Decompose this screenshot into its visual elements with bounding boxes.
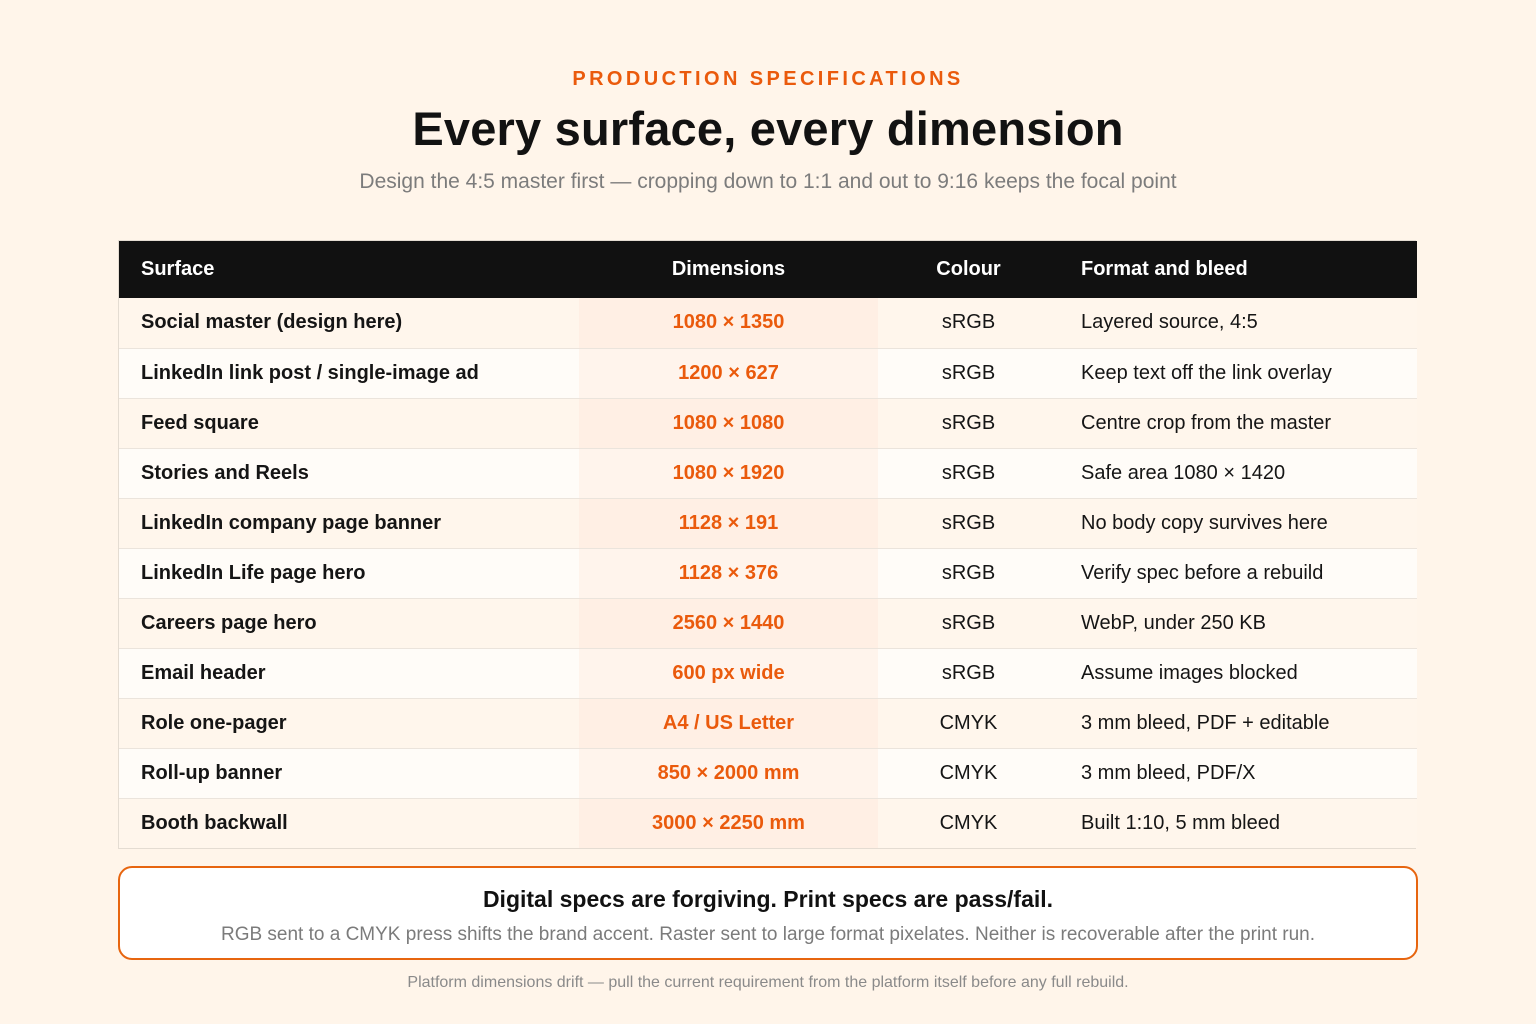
spec-table: Surface Dimensions Colour Format and ble… (118, 240, 1417, 849)
eyebrow-label: PRODUCTION SPECIFICATIONS (572, 68, 964, 90)
table-row: Stories and Reels 1080 × 1920 sRGB Safe are… (119, 448, 1417, 498)
cell-colour: sRGB (941, 411, 996, 434)
cell-colour: CMYK (939, 711, 998, 734)
callout-body: RGB sent to a CMYK press shifts the bran… (220, 924, 1316, 945)
table-header-row: Surface Dimensions Colour Format and ble… (119, 241, 1417, 298)
print-warning-callout: Digital specs are forgiving. Print specs… (118, 866, 1418, 960)
cell-dimensions: 1080 × 1080 (579, 398, 878, 448)
cell-format: WebP, under 250 KB (1081, 611, 1266, 634)
cell-surface: Roll-up banner (141, 761, 283, 784)
column-header-format: Format and bleed (1081, 258, 1248, 280)
cell-colour: CMYK (939, 811, 998, 834)
cell-dimensions: 600 px wide (579, 648, 878, 698)
cell-dimensions: 3000 × 2250 mm (579, 798, 878, 848)
cell-surface: Role one-pager (141, 711, 287, 734)
table-row: Roll-up banner 850 × 2000 mm CMYK 3 mm blee… (119, 748, 1417, 798)
cell-format: Built 1:10, 5 mm bleed (1081, 811, 1280, 834)
table-row: LinkedIn Life page hero 1128 × 376 sRGB Ver… (119, 548, 1417, 598)
cell-colour: sRGB (941, 461, 996, 484)
cell-colour: sRGB (941, 511, 996, 534)
table-row: Booth backwall 3000 × 2250 mm CMYK Built 1:… (119, 798, 1417, 848)
cell-format: No body copy survives here (1081, 511, 1328, 534)
cell-dimensions: 1200 × 627 (579, 348, 878, 398)
table-row: LinkedIn company page banner 1128 × 191 sR… (119, 498, 1417, 548)
page-subtitle: Design the 4:5 master first — cropping d… (359, 170, 1177, 193)
cell-dimensions: 850 × 2000 mm (579, 748, 878, 798)
cell-colour: sRGB (941, 561, 996, 584)
column-header-colour: Colour (936, 258, 1001, 280)
cell-format: Keep text off the link overlay (1081, 361, 1332, 384)
table-row: Careers page hero 2560 × 1440 sRGB WebP, un… (119, 598, 1417, 648)
table-row: Social master (design here) 1080 × 1350 sR… (119, 298, 1417, 348)
footnote: Platform dimensions drift — pull the cur… (407, 974, 1129, 991)
cell-dimensions: A4 / US Letter (579, 698, 878, 748)
cell-dimensions: 1128 × 191 (579, 498, 878, 548)
table-row: Email header 600 px wide sRGB Assume images… (119, 648, 1417, 698)
column-header-surface: Surface (141, 258, 215, 280)
cell-surface: LinkedIn Life page hero (141, 561, 366, 584)
page-title: Every surface, every dimension (412, 102, 1124, 155)
cell-format: Verify spec before a rebuild (1081, 561, 1324, 584)
table-row: Feed square 1080 × 1080 sRGB Centre crop fr… (119, 398, 1417, 448)
cell-colour: sRGB (941, 611, 996, 634)
callout-title: Digital specs are forgiving. Print specs… (482, 886, 1054, 912)
cell-colour: sRGB (941, 311, 996, 334)
cell-format: Centre crop from the master (1081, 411, 1332, 434)
cell-surface: Email header (141, 661, 266, 684)
cell-colour: sRGB (941, 361, 996, 384)
cell-surface: Booth backwall (141, 811, 288, 834)
cell-dimensions: 1080 × 1920 (579, 448, 878, 498)
column-header-dimensions: Dimensions (671, 258, 786, 280)
cell-format: Assume images blocked (1081, 661, 1298, 684)
cell-format: Layered source, 4:5 (1081, 311, 1258, 334)
cell-surface: Feed square (141, 411, 259, 434)
cell-dimensions: 2560 × 1440 (579, 598, 878, 648)
cell-surface: Social master (design here) (141, 311, 403, 334)
cell-surface: LinkedIn link post / single-image ad (141, 361, 479, 384)
cell-format: Safe area 1080 × 1420 (1081, 461, 1286, 484)
cell-dimensions: 1080 × 1350 (579, 298, 878, 348)
cell-format: 3 mm bleed, PDF/X (1081, 761, 1256, 784)
cell-surface: Stories and Reels (141, 461, 309, 484)
cell-surface: Careers page hero (141, 611, 317, 634)
cell-surface: LinkedIn company page banner (141, 511, 442, 534)
cell-format: 3 mm bleed, PDF + editable (1081, 711, 1330, 734)
table-row: LinkedIn link post / single-image ad 1200… (119, 348, 1417, 398)
cell-dimensions: 1128 × 376 (579, 548, 878, 598)
cell-colour: CMYK (939, 761, 998, 784)
table-row: Role one-pager A4 / US Letter CMYK 3 mm ble… (119, 698, 1417, 748)
cell-colour: sRGB (941, 661, 996, 684)
